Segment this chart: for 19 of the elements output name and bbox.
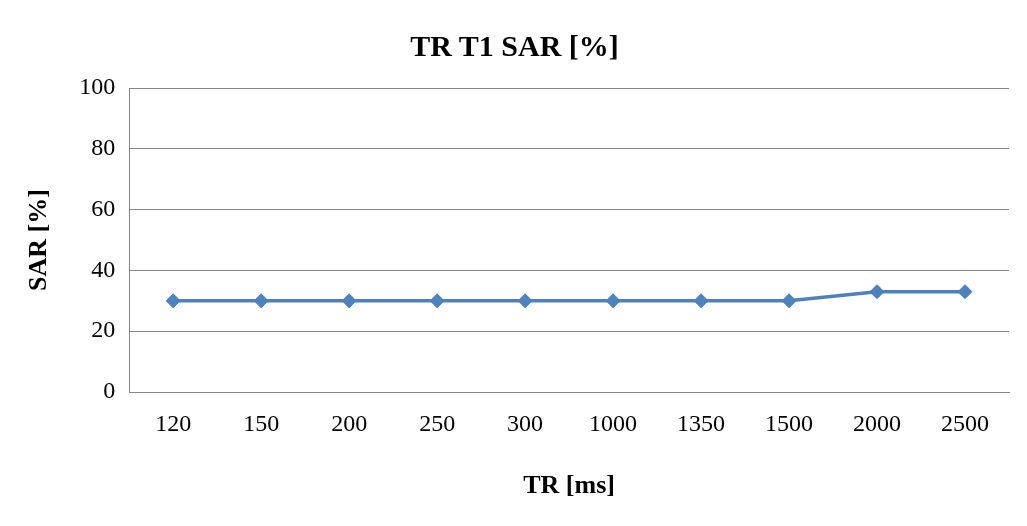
y-tick-label: 0 xyxy=(103,377,116,404)
y-axis-title: SAR [%] xyxy=(23,189,53,291)
x-tick-label: 250 xyxy=(419,409,456,436)
x-tick-label: 150 xyxy=(243,409,280,436)
y-tick-label: 40 xyxy=(91,255,116,282)
x-tick-label: 2500 xyxy=(941,409,990,436)
x-tick-label: 1000 xyxy=(589,409,638,436)
chart-title: TR T1 SAR [%] xyxy=(410,28,619,62)
x-tick-label: 1500 xyxy=(765,409,814,436)
x-tick-label: 120 xyxy=(155,409,192,436)
y-tick-label: 60 xyxy=(91,194,116,221)
x-tick-label: 200 xyxy=(331,409,368,436)
x-tick-label: 2000 xyxy=(853,409,902,436)
x-tick-label: 1350 xyxy=(677,409,726,436)
y-tick-label: 20 xyxy=(91,316,116,343)
x-axis-title: TR [ms] xyxy=(523,470,615,500)
x-tick-label: 300 xyxy=(507,409,544,436)
y-tick-label: 100 xyxy=(79,73,116,100)
y-tick-label: 80 xyxy=(91,134,116,161)
